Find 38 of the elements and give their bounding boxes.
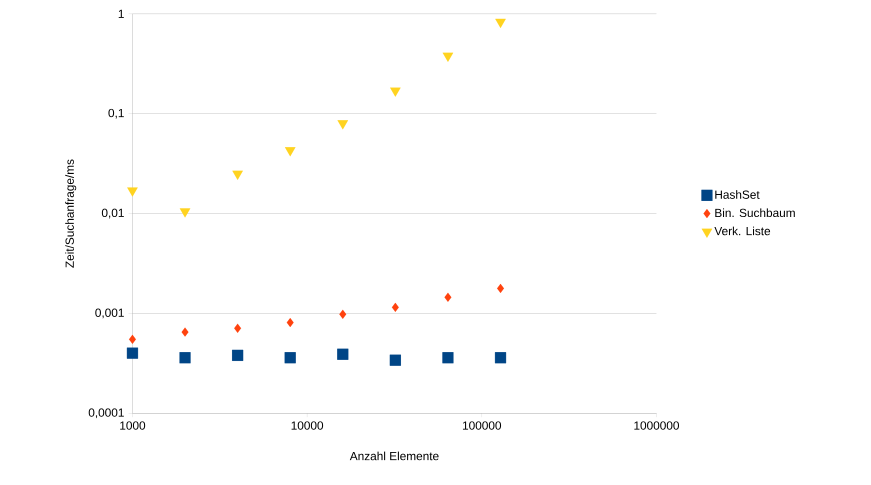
point [286, 318, 294, 327]
y-tick-label: 1 [118, 10, 124, 18]
legend-label: Bin. Suchbaum [715, 208, 795, 217]
y-tick-label: 0,0001 [88, 408, 124, 418]
point [284, 146, 296, 156]
point [497, 284, 504, 293]
point [337, 348, 348, 360]
point [284, 352, 296, 364]
point [128, 334, 136, 344]
point [232, 350, 244, 361]
point [339, 309, 346, 319]
point [390, 354, 401, 366]
y-tick-label: 0,1 [108, 108, 124, 118]
point [442, 352, 454, 364]
point [392, 302, 399, 312]
point [182, 327, 189, 337]
y-tick-label: 0,001 [95, 308, 124, 318]
point [444, 292, 452, 302]
point [442, 52, 454, 62]
point [127, 187, 138, 196]
y-tick-label: 0,01 [102, 208, 124, 218]
point [234, 323, 242, 333]
legend-label: Verk. Liste [714, 226, 770, 236]
y-axis-title: Zeit/Suchanfrage/ms [65, 159, 76, 268]
x-tick-label: 1000000 [634, 421, 680, 430]
x-tick-label: 1000 [120, 421, 146, 430]
point [126, 347, 138, 359]
point [337, 120, 348, 130]
point [232, 170, 243, 180]
point [179, 352, 191, 364]
x-axis-title: Anzahl Elemente [350, 451, 439, 460]
point [390, 87, 401, 97]
x-tick-label: 100000 [462, 421, 502, 430]
point [494, 352, 506, 364]
point [180, 208, 190, 218]
legend-label: HashSet [715, 190, 760, 199]
x-tick-label: 10000 [292, 421, 324, 430]
point [495, 18, 506, 28]
